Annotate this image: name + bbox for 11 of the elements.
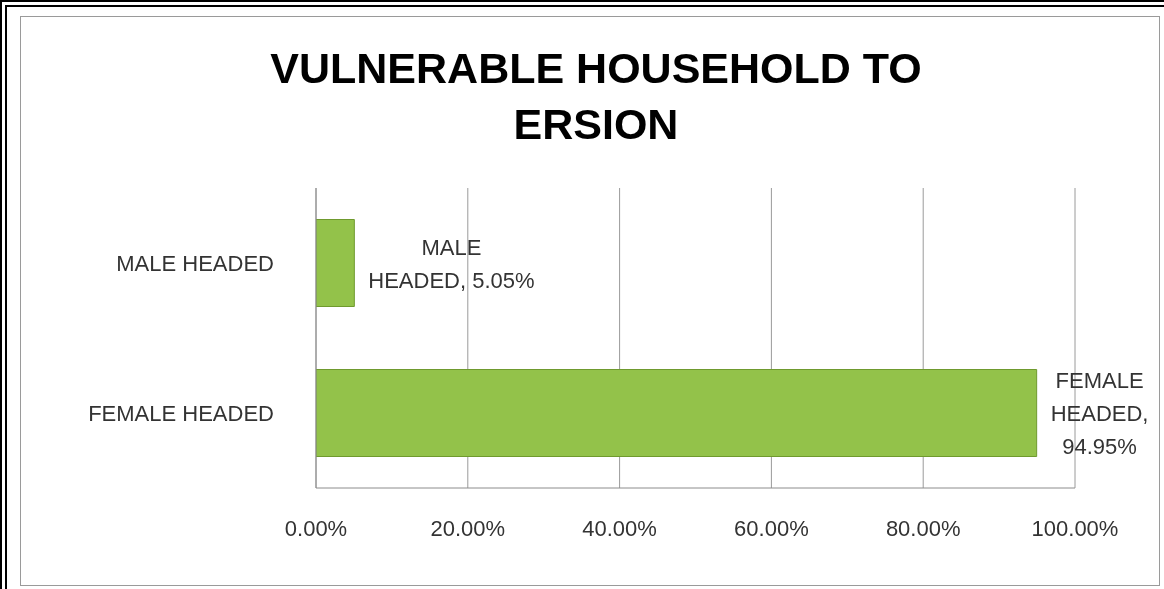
y-tick-label: MALE HEADED	[116, 250, 274, 276]
x-tick-label: 40.00%	[582, 515, 657, 541]
x-tick-label: 100.00%	[1031, 515, 1119, 541]
x-tick-label: 20.00%	[430, 515, 506, 541]
x-tick-label: 60.00%	[734, 515, 809, 541]
data-label: FEMALE HEADED, 94.95%	[1050, 367, 1149, 459]
chart-title: VULNERABLE HOUSEHOLD TO ERSION	[269, 43, 923, 150]
x-tick-label: 80.00%	[885, 515, 961, 541]
data-label: MALE HEADED, 5.05%	[368, 234, 535, 292]
x-tick-label: 0.00%	[284, 515, 348, 541]
y-tick-label: FEMALE HEADED	[88, 400, 274, 426]
